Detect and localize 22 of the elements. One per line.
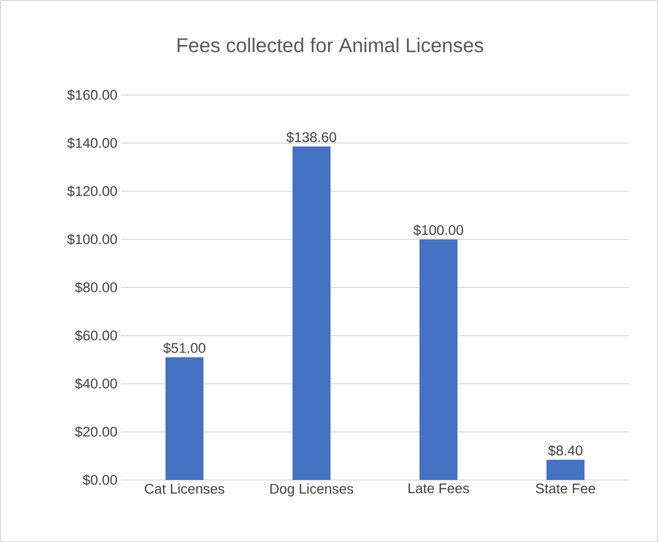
bar [420,239,458,480]
y-tick-label: $160.00 [67,89,117,101]
bar [292,146,331,480]
y-tick-label: $40.00 [74,378,117,390]
y-tick-label: $60.00 [74,330,117,342]
data-label: $8.40 [548,444,582,456]
data-label: $138.60 [286,132,336,143]
y-tick-label: $100.00 [67,234,117,246]
y-tick-label: $80.00 [74,282,117,294]
bar [166,357,204,480]
y-tick-label: $120.00 [67,186,117,197]
x-tick-label: State Fee [536,483,596,494]
x-tick-label: Cat Licenses [144,484,224,494]
y-tick-label: $140.00 [67,137,117,149]
chart-title: Fees collected for Animal Licenses [178,38,484,52]
x-tick-label: Dog Licenses [270,484,354,496]
y-tick-label: $20.00 [74,426,117,438]
data-label: $51.00 [163,342,206,354]
data-label: $100.00 [413,224,464,236]
bar [546,460,585,480]
y-tick-label: $0.00 [82,474,117,486]
x-tick-label: Late Fees [408,484,469,494]
